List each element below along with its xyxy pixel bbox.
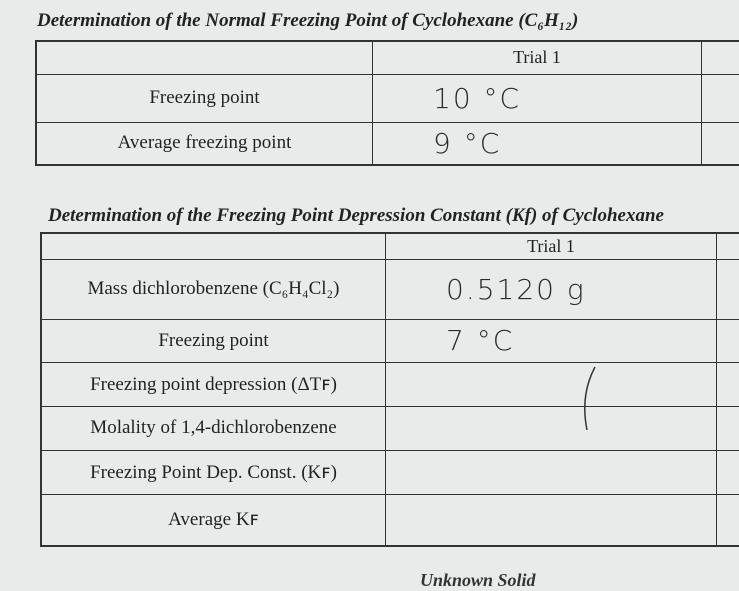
cell [717, 259, 739, 319]
cell [717, 494, 739, 546]
row-label: Mass dichlorobenzene (C₆H₄Cl₂) [41, 259, 386, 319]
row-label: Average freezing point [36, 122, 373, 165]
cell [702, 41, 739, 74]
header-row: Trial 1 [41, 233, 739, 259]
handwritten-value: 7 °C [386, 319, 717, 362]
cell [717, 406, 739, 450]
cell [386, 406, 717, 450]
cell [702, 122, 739, 165]
cell [717, 319, 739, 362]
column-header: Trial 1 [386, 233, 717, 259]
row: Mass dichlorobenzene (C₆H₄Cl₂)0.5120 g [41, 259, 739, 319]
row: Freezing point depression (ΔTꜰ) [41, 362, 739, 406]
row: Average Kꜰ [41, 494, 739, 546]
cell [702, 74, 739, 122]
header-row: Trial 1 [36, 41, 739, 74]
cell [41, 233, 386, 259]
handwritten-value: 0.5120 g [386, 259, 717, 319]
cell [386, 450, 717, 494]
cell [717, 362, 739, 406]
cell [36, 41, 373, 74]
row-label: Freezing point depression (ΔTꜰ) [41, 362, 386, 406]
row: Molality of 1,4-dichlorobenzene [41, 406, 739, 450]
section-title: Determination of the Normal Freezing Poi… [37, 10, 737, 32]
cell [717, 233, 739, 259]
row-label: Freezing point [36, 74, 373, 122]
cell [386, 494, 717, 546]
handwritten-value: 9 °C [373, 122, 702, 165]
pen-mark [575, 365, 605, 435]
section-title: Determination of the Freezing Point Depr… [48, 205, 739, 227]
footer-heading: Unknown Solid [420, 570, 536, 591]
row-label: Molality of 1,4-dichlorobenzene [41, 406, 386, 450]
row-label: Average Kꜰ [41, 494, 386, 546]
row: Freezing Point Dep. Const. (Kꜰ) [41, 450, 739, 494]
row-label: Freezing point [41, 319, 386, 362]
column-header: Trial 1 [373, 41, 702, 74]
cell [717, 450, 739, 494]
row-label: Freezing Point Dep. Const. (Kꜰ) [41, 450, 386, 494]
handwritten-value: 10 °C [373, 74, 702, 122]
cell [386, 362, 717, 406]
